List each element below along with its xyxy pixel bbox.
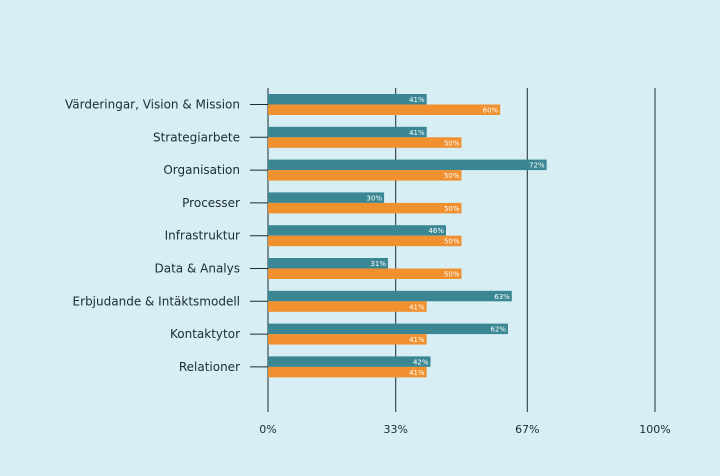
bar-value-label: 41% (409, 96, 425, 104)
bar-series-a (268, 290, 512, 302)
bar-series-a (268, 323, 508, 335)
x-tick-label: 100% (639, 423, 670, 436)
x-tick-label: 0% (259, 423, 276, 436)
category-label: Processer (182, 196, 240, 210)
bar-series-a (268, 126, 427, 138)
category-label: Relationer (179, 360, 240, 374)
bar-value-label: 50% (444, 238, 460, 246)
bar-value-label: 60% (483, 107, 499, 115)
category-label: Strategiarbete (153, 130, 240, 144)
category-label: Organisation (163, 163, 240, 177)
bar-series-b (268, 268, 462, 279)
bar-value-label: 50% (444, 205, 460, 213)
bar-value-label: 31% (370, 260, 386, 268)
bar-value-label: 50% (444, 139, 460, 147)
category-label: Data & Analys (155, 262, 241, 276)
bar-value-label: 63% (494, 293, 510, 301)
bars (268, 94, 547, 378)
bar-series-b (268, 301, 427, 312)
bar-value-label: 30% (367, 194, 383, 202)
labels: 0% 33% 67% 100% Värderingar, Vision & Missio… (65, 96, 671, 436)
bar-series-b (268, 235, 462, 247)
bar-series-a (268, 192, 385, 203)
bar-series-a (268, 258, 388, 269)
bar-value-label: 46% (428, 227, 444, 235)
bar-value-label: 41% (409, 336, 425, 344)
bar-value-label: 42% (413, 358, 429, 366)
bar-value-label: 72% (529, 162, 545, 170)
bar-series-b (268, 366, 427, 378)
bar-value-label: 50% (444, 271, 460, 279)
category-label: Erbjudande & Intäktsmodell (73, 294, 240, 308)
bar-series-a (268, 94, 427, 105)
bar-value-label: 62% (490, 326, 506, 334)
bar-value-label: 41% (409, 129, 425, 137)
bar-series-b (268, 104, 501, 115)
category-label: Infrastruktur (165, 229, 240, 243)
bar-series-b (268, 137, 462, 148)
category-label: Värderingar, Vision & Mission (65, 98, 240, 112)
bar-series-a (268, 356, 431, 367)
bar-series-b (268, 170, 462, 181)
bar-series-b (268, 334, 427, 345)
bar-value-label: 41% (409, 369, 425, 377)
bar-series-a (268, 159, 547, 171)
category-label: Kontaktytor (170, 327, 240, 341)
bar-series-b (268, 202, 462, 214)
x-tick-label: 33% (383, 423, 407, 436)
bar-value-label: 41% (409, 303, 425, 311)
bar-series-a (268, 225, 447, 236)
bar-value-label: 50% (444, 172, 460, 180)
x-tick-label: 67% (515, 423, 539, 436)
